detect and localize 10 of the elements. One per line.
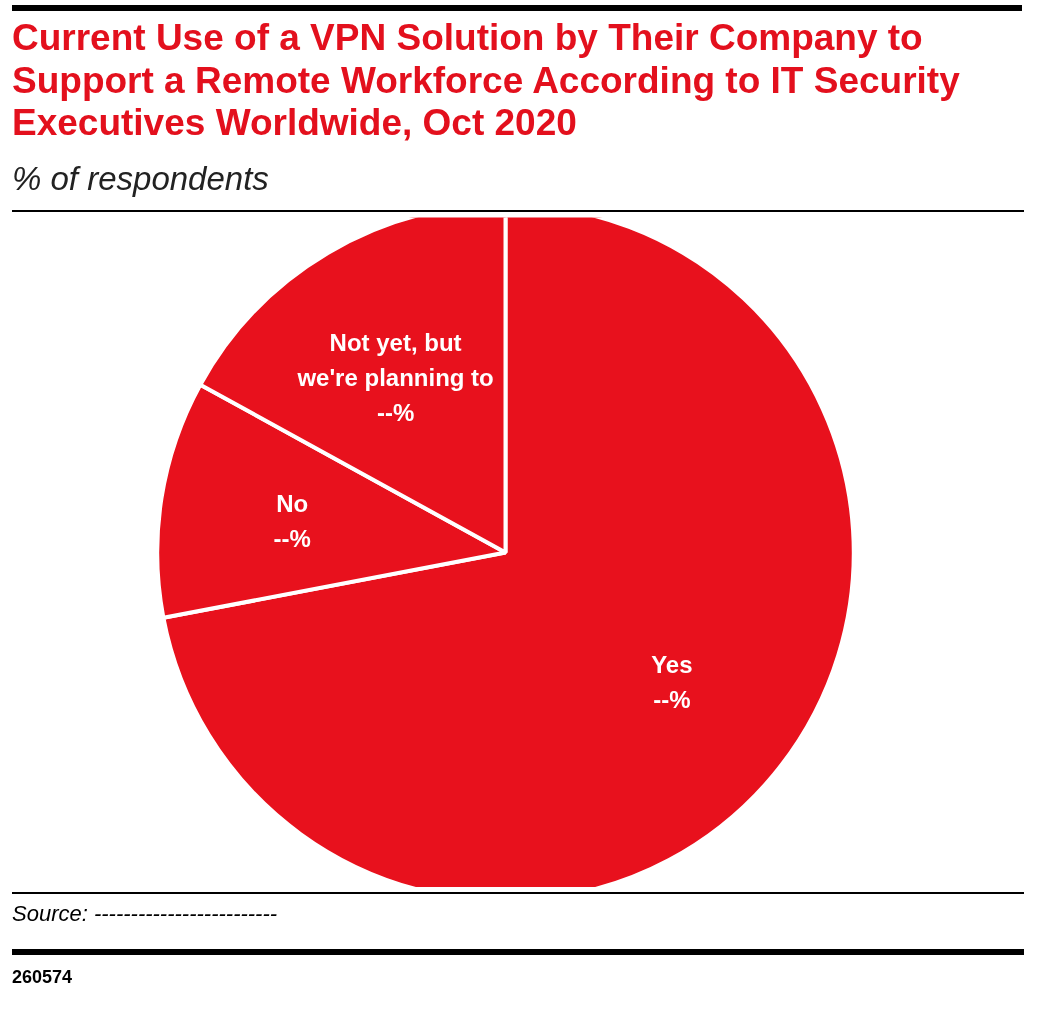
data-label: --% — [273, 524, 311, 552]
text: 260574 — [12, 966, 73, 990]
source-note: Source: ------------------------- — [12, 899, 278, 928]
slice-label: Yes — [651, 651, 693, 679]
slice-label: Not yet, but we're planning to — [296, 328, 494, 391]
data-label: --% — [653, 686, 691, 714]
data-label: --% — [376, 398, 415, 426]
slice-label: No — [276, 489, 309, 517]
chart-subtitle: % of respondents — [12, 158, 269, 199]
chart-title: Current Use of a VPN Solution by Their Company to Support a Remote Workforce According to IT Security Executives Worldwide, Oct 2020 — [12, 17, 961, 145]
